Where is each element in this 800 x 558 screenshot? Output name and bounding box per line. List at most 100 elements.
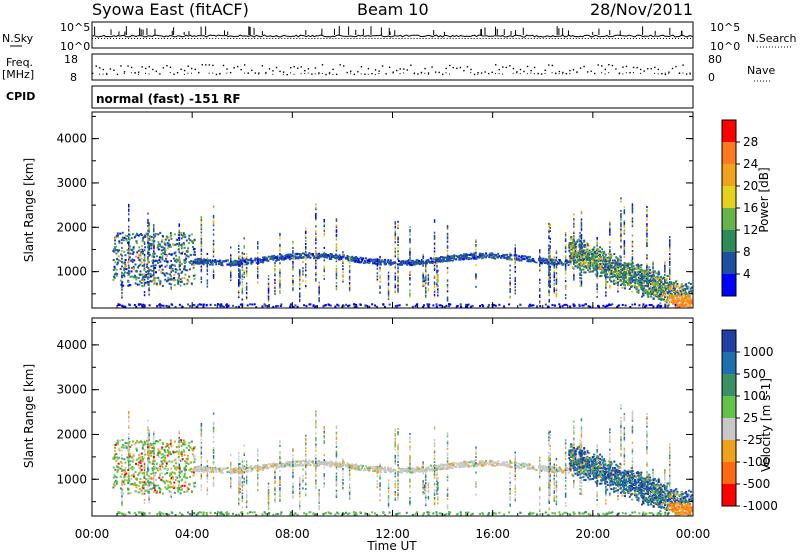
data-cell	[436, 276, 438, 278]
data-cell	[624, 206, 626, 208]
freq-point	[99, 67, 100, 68]
data-cell	[605, 274, 607, 276]
data-cell	[428, 261, 430, 263]
data-cell	[180, 281, 182, 283]
data-cell	[598, 254, 600, 256]
data-cell	[144, 276, 146, 278]
data-cell	[246, 292, 248, 294]
data-cell	[509, 296, 511, 298]
freq-point	[400, 68, 401, 69]
data-cell	[458, 259, 460, 261]
beam-title: Beam 10	[357, 0, 429, 19]
data-cell	[368, 306, 370, 308]
data-cell	[173, 274, 175, 276]
data-cell	[201, 238, 203, 240]
data-cell	[213, 263, 215, 265]
freq-point	[665, 74, 666, 75]
data-cell	[651, 276, 653, 278]
data-cell	[179, 265, 181, 267]
data-cell	[548, 248, 550, 250]
data-cell	[161, 239, 163, 241]
data-cell	[181, 263, 183, 265]
nsearch-point	[453, 38, 454, 39]
data-cell	[638, 304, 640, 306]
nave-point	[138, 74, 139, 75]
data-cell	[489, 255, 491, 257]
data-cell	[649, 275, 651, 277]
freq-point	[251, 70, 252, 71]
data-cell	[279, 290, 281, 292]
data-cell	[409, 234, 411, 236]
data-cell	[613, 283, 615, 285]
data-cell	[358, 261, 360, 263]
data-cell	[135, 256, 137, 258]
data-cell	[121, 292, 123, 294]
freq-point	[138, 72, 139, 73]
nsearch-point	[483, 38, 484, 39]
freq-point	[590, 71, 591, 72]
data-cell	[657, 278, 659, 280]
data-cell	[593, 269, 595, 271]
data-cell	[634, 280, 636, 282]
data-cell	[175, 255, 177, 257]
data-cell	[455, 258, 457, 260]
nsearch-point	[651, 38, 652, 39]
freq-point	[177, 72, 178, 73]
data-cell	[544, 262, 546, 264]
nave-point	[149, 73, 150, 74]
data-cell	[184, 259, 186, 261]
data-cell	[539, 305, 541, 307]
data-cell	[532, 258, 534, 260]
data-cell	[620, 284, 622, 286]
data-cell	[572, 251, 574, 253]
data-cell	[635, 273, 637, 275]
data-cell	[634, 282, 636, 284]
nave-point	[378, 73, 379, 74]
freq-point	[403, 68, 404, 69]
data-cell	[601, 251, 603, 253]
nsearch-point	[606, 38, 607, 39]
nave-point	[329, 73, 330, 74]
data-cell	[169, 265, 171, 267]
data-cell	[180, 285, 182, 287]
nave-point	[668, 73, 669, 74]
data-cell	[516, 255, 518, 257]
data-cell	[213, 220, 215, 222]
freq-point	[163, 67, 164, 68]
freq-point	[279, 71, 280, 72]
data-cell	[640, 284, 642, 286]
nsearch-point	[447, 38, 448, 39]
nsearch-point	[215, 38, 216, 39]
data-cell	[609, 285, 611, 287]
data-cell	[136, 233, 138, 235]
data-cell	[213, 269, 215, 271]
data-cell	[114, 243, 116, 245]
data-cell	[289, 254, 291, 256]
nsearch-point	[107, 38, 108, 39]
data-cell	[570, 236, 572, 238]
data-cell	[139, 260, 141, 262]
nsearch-point	[534, 38, 535, 39]
data-cell	[624, 274, 626, 276]
data-cell	[573, 237, 575, 239]
date-title: 28/Nov/2011	[590, 0, 693, 19]
data-cell	[176, 239, 178, 241]
nsearch-point	[248, 38, 249, 39]
data-cell	[359, 303, 361, 305]
data-cell	[511, 259, 513, 261]
freq-point	[668, 71, 669, 72]
nave-point	[576, 72, 577, 73]
data-cell	[631, 304, 633, 306]
data-cell	[257, 263, 259, 265]
data-cell	[242, 281, 244, 283]
data-cell	[613, 280, 615, 282]
data-cell	[166, 236, 168, 238]
data-cell	[447, 267, 449, 269]
freq-point	[191, 68, 192, 69]
data-cell	[668, 289, 670, 291]
data-cell	[257, 241, 259, 243]
nsearch-point	[242, 38, 243, 39]
data-cell	[141, 285, 143, 287]
data-cell	[439, 304, 441, 306]
data-cell	[625, 281, 627, 283]
